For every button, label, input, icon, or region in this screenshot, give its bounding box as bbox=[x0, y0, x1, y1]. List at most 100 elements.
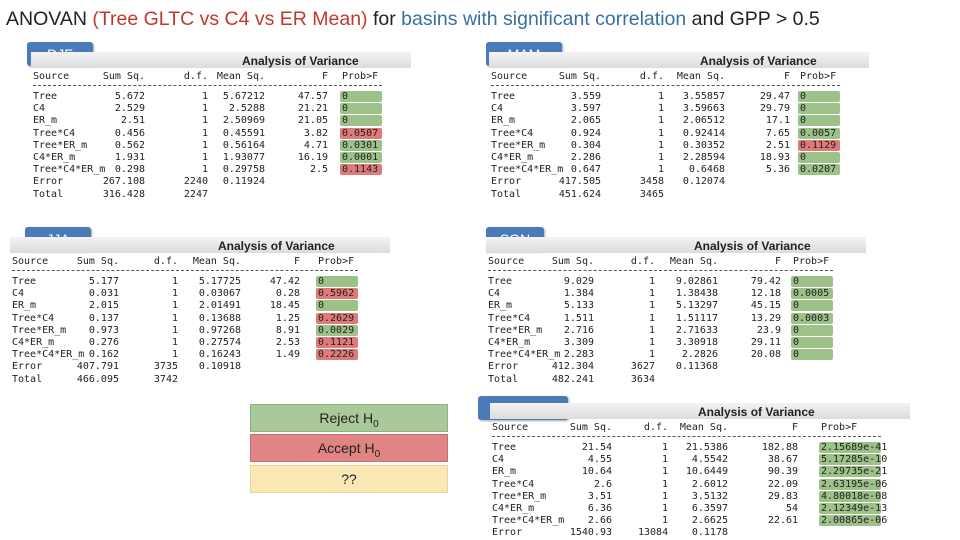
mam-cell: 3.597 bbox=[570, 103, 601, 115]
son-cell: 1 bbox=[648, 276, 655, 287]
mam-cell: 0.0057 bbox=[800, 127, 837, 139]
combined-cell: 1 bbox=[661, 503, 668, 514]
djf-cell: 2240 bbox=[183, 176, 208, 188]
mam-pvalue-flag bbox=[798, 152, 840, 163]
combined-pvalue-flag bbox=[819, 442, 881, 453]
son-cell: 79.42 bbox=[750, 276, 781, 287]
son-pvalue-flag bbox=[791, 337, 833, 348]
son-pvalue-flag bbox=[791, 324, 833, 336]
jja-cell: 1 bbox=[171, 324, 178, 336]
djf-cell: Total bbox=[33, 188, 64, 200]
combined-cell: Error bbox=[492, 527, 523, 539]
son-title-bar bbox=[486, 237, 866, 253]
mam-pvalue-flag bbox=[798, 164, 840, 176]
combined-cell: 6.36 bbox=[587, 503, 612, 514]
djf-cell: 0.298 bbox=[114, 164, 145, 176]
son-cell: 2.71633 bbox=[675, 324, 718, 336]
title-basins: basins with significant correlation bbox=[401, 8, 687, 30]
combined-pvalue-flag bbox=[819, 466, 881, 478]
combined-cell: 182.88 bbox=[761, 442, 798, 453]
mam-cell: 0 bbox=[800, 91, 807, 102]
mam-cell: 0.12074 bbox=[682, 176, 725, 188]
djf-cell: 5.672 bbox=[114, 91, 145, 102]
djf-header-3: Mean Sq. bbox=[216, 71, 265, 82]
combined-cell: 22.09 bbox=[767, 478, 798, 490]
djf-header-1: Sum Sq. bbox=[102, 71, 145, 82]
son-cell: 412.304 bbox=[551, 361, 594, 373]
son-header-5: Prob>F bbox=[793, 256, 830, 267]
jja-cell: 3735 bbox=[153, 361, 178, 373]
jja-pvalue-flag bbox=[316, 337, 358, 348]
mam-cell: 0.30352 bbox=[682, 139, 725, 151]
jja-title-bar bbox=[10, 237, 390, 253]
son-pvalue-flag bbox=[791, 349, 833, 361]
mam-cell: 0.304 bbox=[570, 139, 601, 151]
djf-cell: 0.0301 bbox=[342, 139, 379, 151]
son-cell: 2.283 bbox=[563, 349, 594, 361]
mam-cell: 2.28594 bbox=[682, 152, 725, 163]
mam-header-0: Source bbox=[491, 71, 528, 82]
combined-cell: Tree*C4 bbox=[492, 478, 535, 490]
jja-cell: 0.1121 bbox=[318, 337, 355, 348]
son-header-3: Mean Sq. bbox=[669, 256, 718, 267]
djf-pvalue-flag bbox=[340, 103, 382, 115]
djf-header-4: F bbox=[321, 71, 328, 82]
mam-cell: 0 bbox=[800, 115, 807, 127]
jja-header-0: Source bbox=[12, 256, 49, 267]
djf-pvalue-flag bbox=[340, 139, 382, 151]
son-cell: Tree*ER_m bbox=[488, 324, 543, 336]
mam-pvalue-flag bbox=[798, 103, 840, 115]
djf-header-0: Source bbox=[33, 71, 70, 82]
son-cell: 1.51117 bbox=[675, 312, 718, 324]
djf-cell: 0.456 bbox=[114, 127, 145, 139]
jja-cell: 47.42 bbox=[269, 276, 300, 287]
son-cell: 12.18 bbox=[750, 288, 781, 300]
mam-cell: Tree*ER_m bbox=[491, 139, 546, 151]
mam-cell: 1 bbox=[657, 127, 664, 139]
jja-cell: 0.10918 bbox=[198, 361, 241, 373]
combined-pvalue-flag bbox=[819, 503, 881, 514]
jja-cell: Tree*C4 bbox=[12, 312, 55, 324]
jja-pvalue-flag bbox=[316, 324, 358, 336]
combined-cell: 13084 bbox=[638, 527, 669, 539]
son-cell: 9.02861 bbox=[675, 276, 718, 287]
combined-cell: 1 bbox=[661, 442, 668, 453]
combined-cell: ER_m bbox=[492, 466, 517, 478]
jja-cell: Tree bbox=[12, 276, 37, 287]
mam-cell: Tree*C4 bbox=[491, 127, 534, 139]
mam-cell: 2.286 bbox=[570, 152, 601, 163]
son-cell: 0 bbox=[793, 300, 800, 312]
son-cell: 13.29 bbox=[750, 312, 781, 324]
combined-cell: 2.6012 bbox=[691, 478, 728, 490]
son-cell: 2.716 bbox=[563, 324, 594, 336]
title-suffix: and GPP > 0.5 bbox=[691, 8, 820, 30]
djf-cell: 21.05 bbox=[297, 115, 328, 127]
son-cell: 0.0005 bbox=[793, 288, 830, 300]
jja-cell: 0 bbox=[318, 276, 325, 287]
jja-cell: 2.53 bbox=[275, 337, 300, 348]
son-cell: 29.11 bbox=[750, 337, 781, 348]
combined-cell: 21.54 bbox=[581, 442, 612, 453]
jja-cell: 0.0029 bbox=[318, 324, 355, 336]
mam-cell: 1 bbox=[657, 139, 664, 151]
jja-cell: 1 bbox=[171, 312, 178, 324]
djf-pvalue-flag bbox=[340, 127, 382, 139]
djf-cell: 2.5 bbox=[309, 164, 328, 176]
jja-pvalue-flag bbox=[316, 349, 358, 361]
jja-cell: 0.97268 bbox=[198, 324, 241, 336]
mam-pvalue-flag bbox=[798, 115, 840, 127]
combined-cell: 4.55 bbox=[587, 454, 612, 466]
combined-pvalue-flag bbox=[819, 478, 881, 490]
jja-cell: 0.137 bbox=[88, 312, 119, 324]
combined-cell: 4.80018e-08 bbox=[821, 490, 888, 502]
combined-cell: 2.6625 bbox=[691, 515, 728, 527]
mam-cell: 3.559 bbox=[570, 91, 601, 102]
mam-cell: 2.06512 bbox=[682, 115, 725, 127]
son-cell: 1 bbox=[648, 349, 655, 361]
djf-cell: 3.82 bbox=[303, 127, 328, 139]
combined-cell: 10.6449 bbox=[685, 466, 728, 478]
mam-cell: 0.0207 bbox=[800, 164, 837, 176]
son-pvalue-flag bbox=[791, 300, 833, 312]
djf-cell: 1 bbox=[201, 127, 208, 139]
djf-cell: Error bbox=[33, 176, 64, 188]
